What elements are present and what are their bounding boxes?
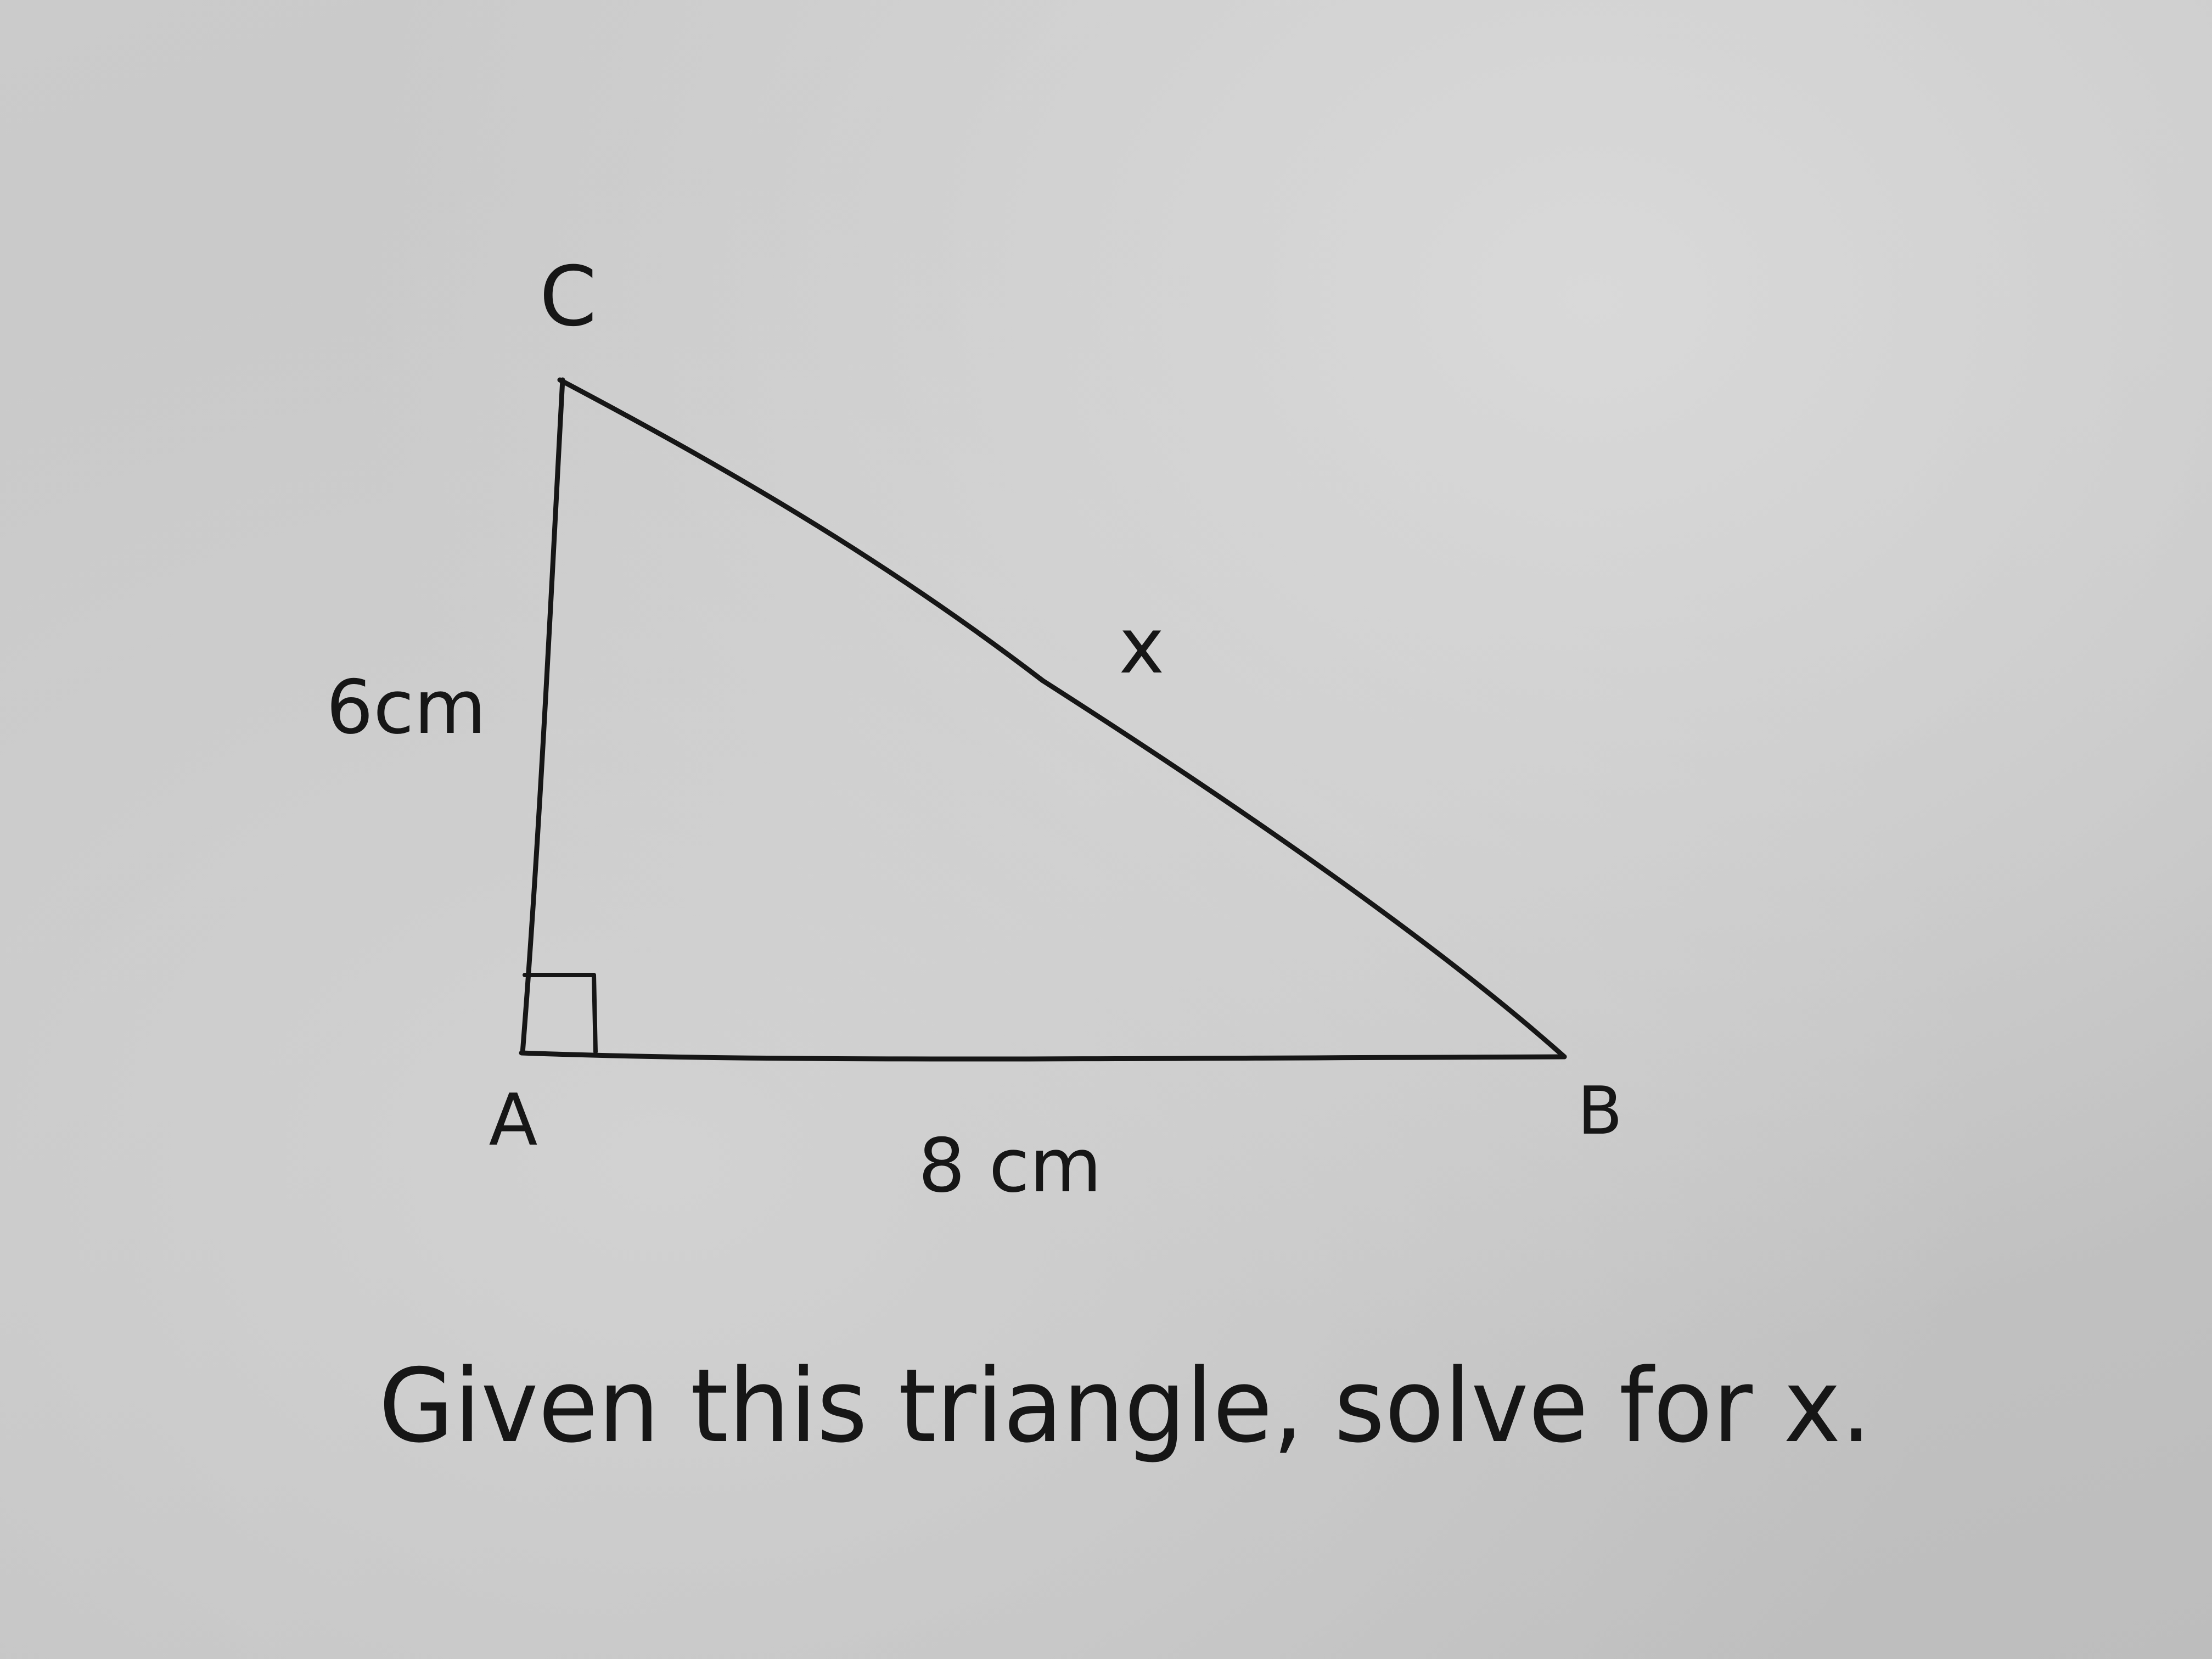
side-ac	[520, 377, 565, 1056]
problem-prompt: Given this triangle, solve for x.	[379, 1347, 1872, 1465]
right-angle-marker	[523, 973, 598, 1054]
vertex-label-a: A	[489, 1078, 538, 1162]
side-label-bc: x	[1119, 602, 1165, 691]
side-label-ac: 6cm	[326, 664, 486, 750]
vertex-label-c: C	[540, 249, 597, 345]
side-label-ab: 8 cm	[918, 1123, 1102, 1209]
side-bc	[557, 377, 1567, 1060]
side-ab	[519, 1050, 1567, 1062]
vertex-label-b: B	[1577, 1073, 1622, 1150]
